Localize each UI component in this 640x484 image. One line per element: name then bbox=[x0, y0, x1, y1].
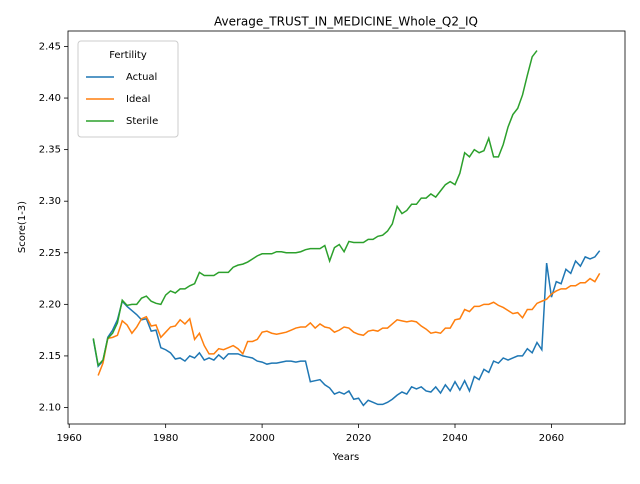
series-line bbox=[92, 250, 601, 407]
legend-title: Fertility bbox=[109, 50, 147, 61]
legend-label: Actual bbox=[126, 72, 157, 83]
y-tick-label: 2.40 bbox=[39, 93, 61, 104]
y-tick-label: 2.10 bbox=[39, 402, 61, 413]
y-axis-label: Score(1-3) bbox=[17, 201, 28, 253]
y-tick-label: 2.15 bbox=[39, 351, 61, 362]
y-tick-label: 2.35 bbox=[39, 145, 61, 156]
y-tick-label: 2.25 bbox=[39, 248, 61, 259]
legend-label: Ideal bbox=[126, 94, 150, 105]
x-tick-label: 2000 bbox=[249, 433, 274, 444]
y-tick-label: 2.30 bbox=[39, 196, 61, 207]
x-tick-label: 2040 bbox=[442, 433, 467, 444]
y-tick-label: 2.20 bbox=[39, 299, 61, 310]
y-tick-label: 2.45 bbox=[39, 41, 61, 52]
x-tick-label: 1980 bbox=[153, 433, 178, 444]
legend-box bbox=[77, 40, 179, 138]
x-axis-label: Years bbox=[332, 452, 359, 463]
x-tick-label: 1960 bbox=[56, 433, 81, 444]
legend-label: Sterile bbox=[126, 116, 158, 127]
plot-frame bbox=[67, 30, 626, 425]
x-tick-label: 2060 bbox=[539, 433, 564, 444]
x-tick-label: 2020 bbox=[346, 433, 371, 444]
series-line bbox=[92, 50, 538, 367]
series-line bbox=[97, 273, 601, 376]
chart-title: Average_TRUST_IN_MEDICINE_Whole_Q2_IQ bbox=[214, 15, 478, 29]
